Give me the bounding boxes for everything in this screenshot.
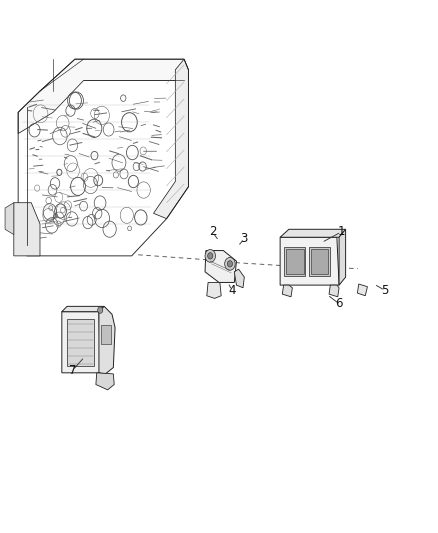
Polygon shape	[280, 237, 339, 285]
FancyBboxPatch shape	[67, 319, 94, 366]
Polygon shape	[357, 284, 367, 296]
Circle shape	[225, 257, 235, 270]
Polygon shape	[280, 229, 346, 237]
Polygon shape	[99, 306, 115, 374]
Text: 7: 7	[69, 364, 77, 377]
Polygon shape	[62, 306, 104, 312]
FancyBboxPatch shape	[309, 247, 330, 276]
Circle shape	[205, 249, 215, 262]
Polygon shape	[14, 203, 40, 256]
FancyBboxPatch shape	[101, 325, 111, 344]
Text: 3: 3	[240, 232, 248, 245]
Text: 2: 2	[208, 225, 216, 238]
FancyBboxPatch shape	[285, 247, 305, 276]
FancyBboxPatch shape	[286, 249, 304, 274]
Circle shape	[227, 261, 233, 267]
Polygon shape	[153, 59, 188, 219]
Text: 4: 4	[228, 284, 236, 297]
Polygon shape	[5, 203, 14, 235]
Polygon shape	[96, 373, 114, 390]
Polygon shape	[283, 285, 292, 297]
Polygon shape	[205, 251, 237, 282]
Polygon shape	[329, 285, 339, 297]
Polygon shape	[339, 229, 346, 285]
Polygon shape	[207, 282, 221, 298]
Circle shape	[208, 253, 213, 259]
Text: 6: 6	[336, 297, 343, 310]
FancyBboxPatch shape	[311, 249, 328, 274]
Polygon shape	[62, 312, 100, 373]
Text: 1: 1	[338, 225, 345, 238]
Polygon shape	[18, 59, 188, 134]
Circle shape	[98, 307, 103, 313]
Text: 5: 5	[381, 284, 389, 297]
Polygon shape	[234, 269, 244, 288]
